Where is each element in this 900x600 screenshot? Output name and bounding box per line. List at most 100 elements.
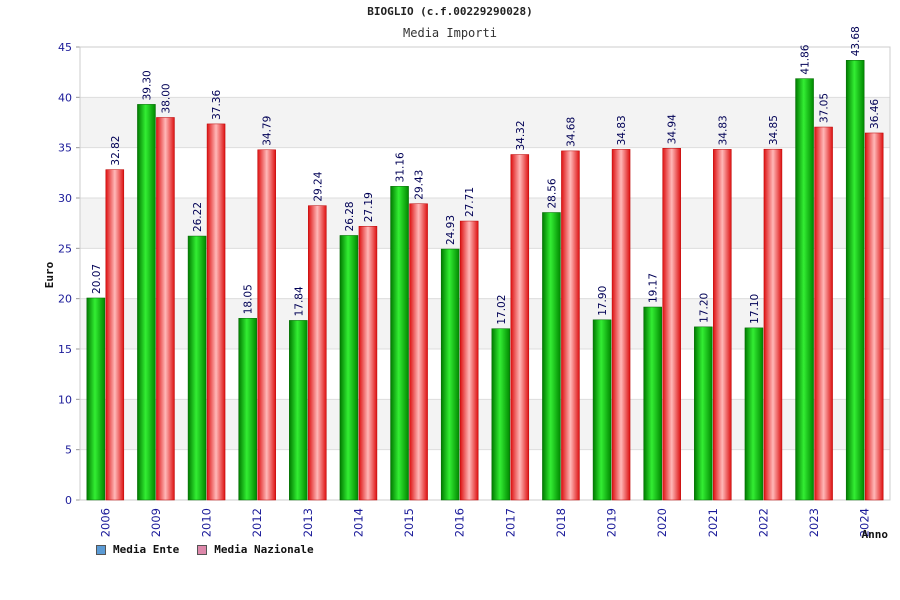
chart-title: BIOGLIO (c.f.00229290028): [367, 5, 533, 18]
bar-media-nazionale: [611, 149, 631, 501]
bar-media-nazionale: [206, 123, 226, 501]
data-label: 28.56: [546, 178, 558, 208]
y-tick-label: 35: [58, 142, 72, 155]
data-label: 34.68: [565, 117, 577, 147]
y-tick-label: 0: [65, 494, 72, 507]
y-tick-label: 20: [58, 293, 72, 306]
bar-media-ente: [643, 306, 662, 501]
data-label: 36.46: [869, 99, 881, 129]
y-tick-label: 45: [58, 41, 72, 54]
bar-media-nazionale: [713, 149, 732, 501]
bar-media-ente: [440, 248, 460, 501]
x-tick-label: 2006: [98, 508, 112, 537]
bar-media-ente: [592, 319, 612, 501]
data-label: 27.71: [464, 187, 476, 217]
legend-swatch-ente: [96, 544, 106, 555]
data-label: 24.93: [445, 215, 457, 245]
data-label: 34.85: [768, 115, 780, 145]
x-tick-label: 2014: [351, 508, 365, 537]
y-tick-label: 10: [58, 393, 72, 406]
bar-media-ente: [86, 297, 106, 501]
data-label: 41.86: [800, 44, 812, 74]
legend-item-ente: Media Ente: [96, 543, 179, 556]
bar-media-nazionale: [814, 126, 833, 501]
x-tick-label: 2015: [402, 508, 416, 537]
legend-item-nazionale: Media Nazionale: [197, 543, 314, 556]
data-label: 20.07: [91, 264, 103, 294]
bar-media-ente: [390, 186, 409, 501]
x-tick-label: 2019: [605, 508, 619, 537]
bar-media-nazionale: [510, 154, 530, 501]
data-label: 29.24: [312, 171, 324, 201]
x-tick-label: 2009: [149, 508, 163, 537]
bar-media-nazionale: [105, 169, 125, 501]
data-label: 38.00: [160, 83, 172, 113]
bar-media-ente: [491, 328, 511, 501]
y-tick-label: 5: [65, 444, 72, 457]
data-label: 32.82: [110, 136, 122, 166]
data-label: 17.84: [293, 286, 305, 316]
bar-media-ente: [289, 320, 308, 501]
data-label: 26.22: [192, 202, 204, 232]
x-tick-label: 2013: [301, 508, 315, 537]
bar-media-ente: [187, 235, 207, 501]
data-label: 26.28: [344, 201, 356, 231]
bar-media-nazionale: [257, 149, 276, 501]
data-label: 18.05: [243, 284, 255, 314]
data-label: 34.32: [515, 120, 527, 150]
data-label: 34.83: [616, 115, 628, 145]
plot-frame: [79, 46, 891, 501]
bar-media-nazionale: [459, 220, 479, 501]
bar-media-nazionale: [561, 150, 580, 501]
y-tick-label: 40: [58, 91, 72, 104]
x-tick-label: 2010: [200, 508, 214, 537]
chart-subtitle: Media Importi: [403, 26, 497, 40]
x-tick-label: 2021: [706, 508, 720, 537]
bar-media-ente: [845, 60, 865, 501]
bar-media-ente: [795, 78, 814, 501]
data-label: 17.20: [698, 293, 710, 323]
x-tick-label: 2022: [756, 508, 770, 537]
legend-label-ente: Media Ente: [113, 543, 180, 556]
x-tick-label: 2023: [807, 508, 821, 537]
bar-media-nazionale: [864, 132, 884, 501]
x-tick-label: 2020: [655, 508, 669, 537]
data-label: 37.36: [211, 90, 223, 120]
grid-band: [80, 47, 890, 98]
data-label: 17.90: [597, 286, 609, 316]
legend-label-nazionale: Media Nazionale: [214, 543, 314, 556]
data-label: 19.17: [648, 273, 660, 303]
data-label: 37.05: [819, 93, 831, 123]
data-label: 29.43: [414, 170, 426, 200]
bar-media-nazionale: [662, 148, 681, 501]
bar-media-ente: [339, 235, 359, 501]
y-tick-label: 15: [58, 343, 72, 356]
x-tick-label: 2024: [858, 508, 872, 537]
data-label: 17.10: [749, 294, 761, 324]
y-tick-label: 25: [58, 242, 72, 255]
legend-swatch-nazionale: [197, 544, 208, 555]
bar-media-ente: [238, 318, 257, 501]
x-tick-label: 2016: [453, 508, 467, 537]
bar-media-ente: [542, 212, 561, 501]
data-label: 31.16: [395, 152, 407, 182]
bar-media-nazionale: [763, 148, 783, 501]
bar-media-nazionale: [308, 205, 327, 501]
x-tick-label: 2012: [250, 508, 264, 537]
legend: Media Ente Media Nazionale: [96, 543, 314, 556]
x-axis-label: Anno: [862, 528, 889, 541]
bar-media-ente: [744, 327, 764, 501]
bar-media-ente: [694, 326, 713, 501]
x-tick-label: 2017: [503, 508, 517, 537]
data-label: 34.79: [262, 116, 274, 146]
y-tick-label: 30: [58, 192, 72, 205]
bar-media-nazionale: [358, 226, 378, 501]
data-label: 43.68: [850, 26, 862, 56]
data-label: 17.02: [496, 295, 508, 325]
data-label: 34.83: [717, 115, 729, 145]
data-label: 39.30: [141, 70, 153, 100]
bar-media-nazionale: [156, 117, 175, 501]
x-tick-label: 2018: [554, 508, 568, 537]
bar-media-ente: [137, 104, 156, 501]
